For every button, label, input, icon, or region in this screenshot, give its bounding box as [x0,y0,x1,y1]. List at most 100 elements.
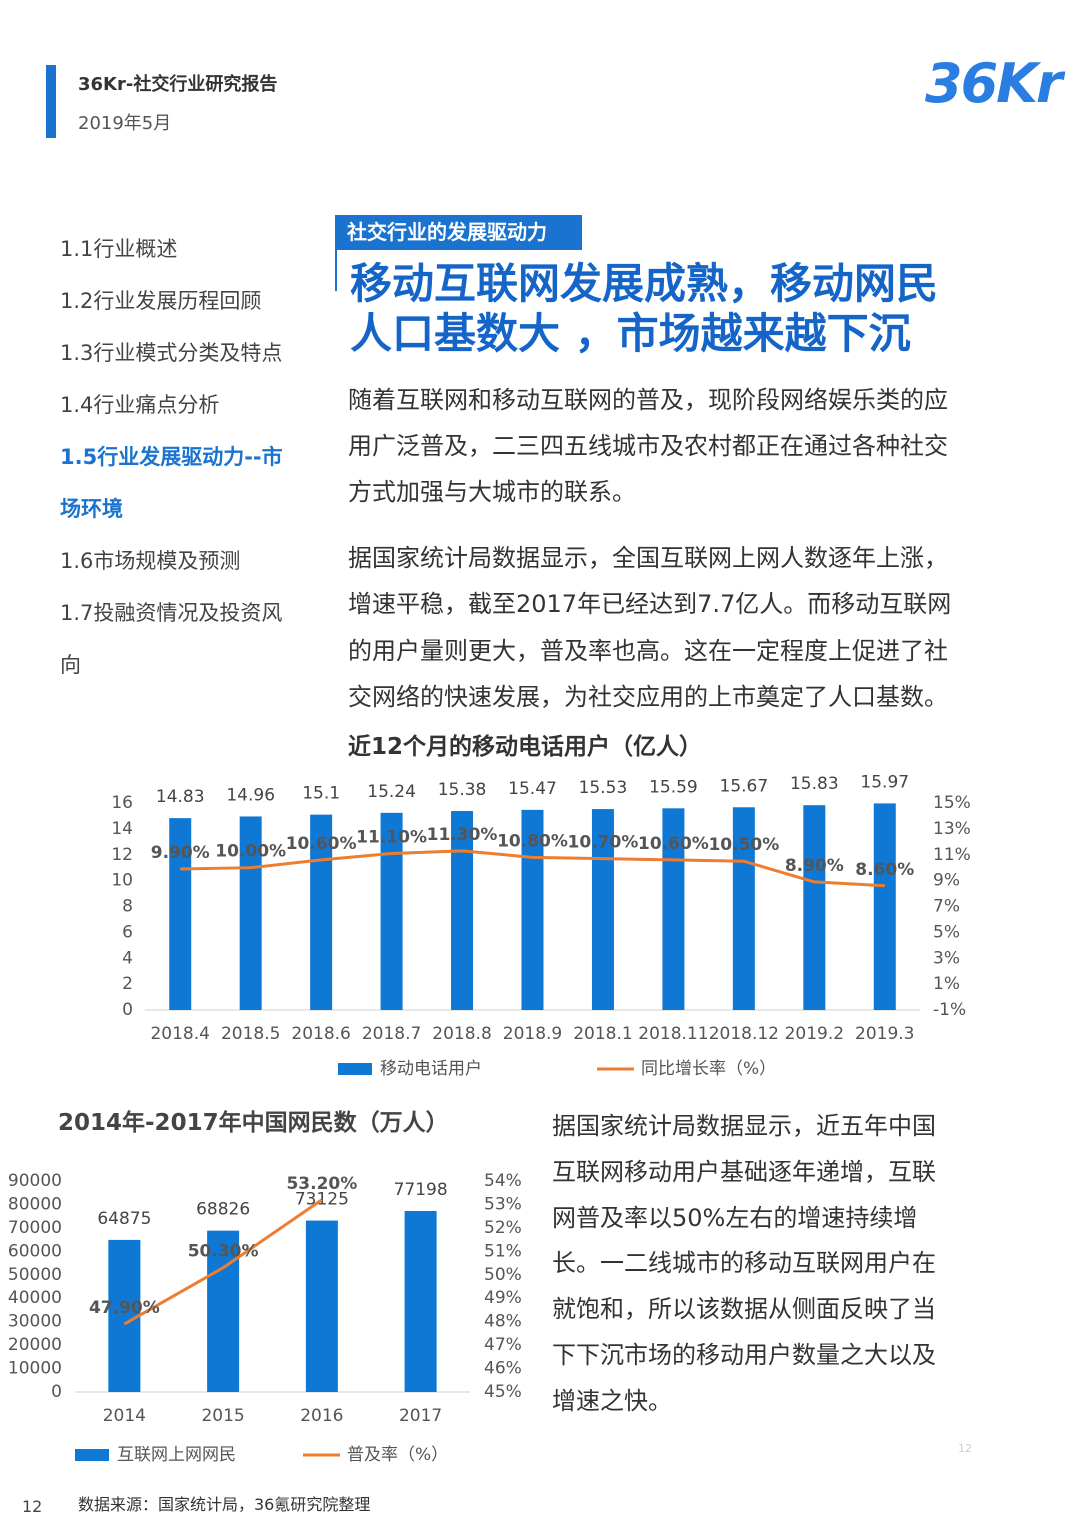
line-value-label: 8.90% [785,856,844,876]
bar [169,818,192,1010]
y2-tick-label: 53% [484,1194,522,1214]
y2-tick-label: 48% [484,1312,522,1332]
bar-value-label: 15.47 [508,779,557,799]
bar-value-label: 15.67 [720,776,769,796]
paragraph-line: 互联网移动用户基础逐年递增，互联 [552,1157,936,1186]
bar-value-label: 15.97 [860,772,909,792]
bar-value-label: 15.53 [579,778,628,798]
y2-tick-label: 50% [484,1265,522,1285]
x-tick-label: 2017 [399,1406,442,1426]
nav-item: 1.4行业痛点分析 [60,393,220,417]
x-tick-label: 2018.6 [291,1024,350,1044]
y2-tick-label: 15% [933,793,971,813]
line-value-label: 53.20% [286,1174,357,1194]
paragraph-line: 就饱和，所以该数据从侧面反映了当 [552,1295,936,1324]
bar [873,803,896,1010]
y-tick-label: 10000 [8,1359,62,1379]
bar-value-label: 15.59 [649,777,698,797]
bar [521,809,544,1010]
line-value-label: 11.30% [427,825,498,845]
line-value-label: 10.80% [497,831,568,851]
bar-value-label: 15.24 [367,782,416,802]
bar-value-label: 77198 [394,1180,448,1200]
legend-label: 普及率（%） [347,1445,448,1465]
x-tick-label: 2018.11 [638,1024,708,1044]
line-value-label: 50.30% [188,1242,259,1262]
y2-tick-label: -1% [933,1000,966,1020]
section-tag: 社交行业的发展驱动力 [337,215,582,250]
line-value-label: 10.00% [215,842,286,862]
paragraph-line: 随着互联网和移动互联网的普及，现阶段网络娱乐类的应 [348,386,948,414]
nav-item: 1.7投融资情况及投资风向 [60,601,283,677]
bar [310,814,333,1010]
x-tick-label: 2018.8 [432,1024,491,1044]
paragraph-line: 交网络的快速发展，为社交应用的上市奠定了人口基数。 [348,682,948,711]
y-tick-label: 12 [111,845,133,865]
legend-swatch [338,1063,372,1075]
y-tick-label: 2 [122,974,133,994]
y2-tick-label: 9% [933,871,960,891]
y2-tick-label: 3% [933,948,960,968]
header-date: 2019年5月 [78,113,172,134]
x-tick-label: 2014 [103,1406,146,1426]
bar-value-label: 14.96 [226,785,275,805]
y-tick-label: 4 [122,948,133,968]
headline-line: 人口基数大 ，市场越来越下沉 [350,309,911,358]
line-value-label: 47.90% [89,1298,160,1318]
line-value-label: 8.60% [855,860,914,880]
x-tick-label: 2019.3 [855,1024,914,1044]
y-tick-label: 6 [122,922,133,942]
line-value-label: 10.60% [638,834,709,854]
paragraph-line: 增速之快。 [552,1386,672,1415]
headline-line: 移动互联网发展成熟，移动网民 [350,259,939,308]
watermark: 12 [958,1442,972,1455]
y2-tick-label: 49% [484,1288,522,1308]
y2-tick-label: 13% [933,819,971,839]
section-rule [335,215,337,291]
line [123,1198,323,1326]
bar-value-label: 15.1 [302,784,340,804]
line-value-label: 10.60% [286,834,357,854]
line [180,849,885,888]
paragraph-line: 的用户量则更大，普及率也高。这在一定程度上促进了社 [348,636,948,665]
nav-item: 1.2行业发展历程回顾 [60,289,262,313]
paragraph-line: 方式加强与大城市的联系。 [348,478,636,506]
y-tick-label: 0 [51,1382,62,1402]
x-tick-label: 2018.5 [221,1024,280,1044]
y-tick-label: 50000 [8,1265,62,1285]
y-tick-label: 60000 [8,1241,62,1261]
paragraph-line: 网普及率以50%左右的增速持续增 [552,1203,918,1232]
y-tick-label: 40000 [8,1288,62,1308]
x-tick-label: 2018.1 [573,1024,632,1044]
y-tick-label: 10 [111,871,133,891]
x-tick-label: 2018.12 [709,1024,779,1044]
x-tick-label: 2018.9 [503,1024,562,1044]
bar-value-label: 68826 [196,1200,250,1220]
bar [305,1220,338,1392]
y2-tick-label: 45% [484,1382,522,1402]
line-value-label: 9.90% [151,843,210,863]
y2-tick-label: 7% [933,897,960,917]
y2-tick-label: 51% [484,1241,522,1261]
line-value-label: 10.70% [568,833,639,853]
bar [239,816,262,1010]
x-tick-label: 2018.7 [362,1024,421,1044]
chart-title: 近12个月的移动电话用户（亿人） [348,734,703,760]
nav-item: 1.1行业概述 [60,237,178,261]
paragraph-line: 长。一二线城市的移动互联网用户在 [552,1249,936,1278]
y2-tick-label: 5% [933,922,960,942]
paragraph-line: 增速平稳，截至2017年已经达到7.7亿人。而移动互联网 [348,590,952,619]
nav-item: 1.5行业发展驱动力--市场环境 [60,445,283,521]
source: 数据来源：国家统计局，36氪研究院整理 [78,1495,371,1514]
header-title: 36Kr-社交行业研究报告 [78,74,278,95]
nav-item: 1.6市场规模及预测 [60,549,241,573]
bar-value-label: 73125 [295,1190,349,1210]
chart-title: 2014年-2017年中国网民数（万人） [58,1110,449,1136]
bar-value-label: 15.38 [438,780,487,800]
paragraph-line: 用广泛普及，二三四五线城市及农村都正在通过各种社交 [348,432,948,460]
line-value-label: 10.50% [708,835,779,855]
y2-tick-label: 1% [933,974,960,994]
bar [404,1211,437,1392]
